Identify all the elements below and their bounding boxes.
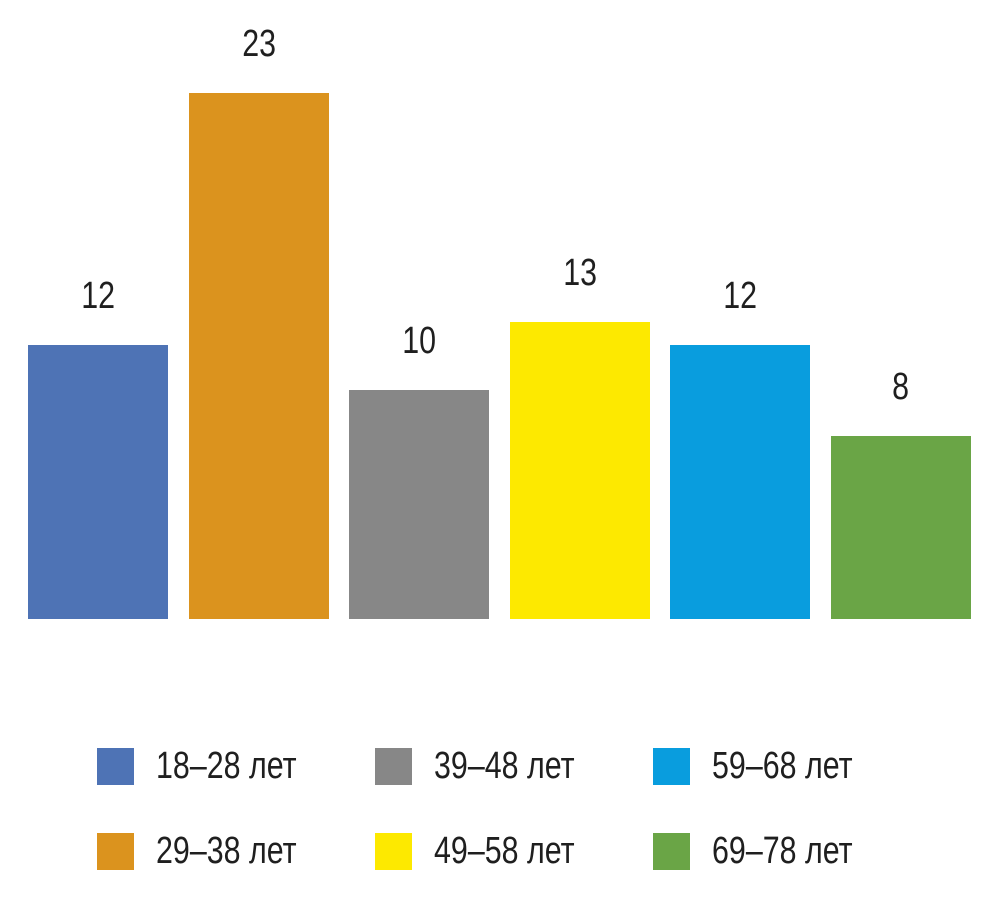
- bar-39-48: [349, 390, 489, 619]
- legend-item-59-68: 59–68 лет: [653, 745, 931, 787]
- legend-swatch-59-68: [653, 748, 690, 785]
- legend-label-18-28: 18–28 лет: [156, 745, 297, 787]
- value-label-69-78: 8: [892, 366, 910, 408]
- legend-label-69-78: 69–78 лет: [712, 830, 853, 872]
- bar-49-58: [510, 322, 650, 619]
- legend-item-18-28: 18–28 лет: [97, 745, 375, 787]
- bar-29-38: [189, 93, 329, 619]
- legend-swatch-29-38: [97, 833, 134, 870]
- chart-legend: 18–28 лет 29–38 лет 39–48 лет 49–58 лет 59–6…: [97, 745, 931, 872]
- legend-swatch-18-28: [97, 748, 134, 785]
- legend-item-39-48: 39–48 лет: [375, 745, 653, 787]
- value-label-39-48: 10: [402, 320, 436, 362]
- bar-59-68: [670, 345, 810, 619]
- legend-item-69-78: 69–78 лет: [653, 830, 931, 872]
- legend-item-49-58: 49–58 лет: [375, 830, 653, 872]
- bar-69-78: [831, 436, 971, 619]
- legend-label-29-38: 29–38 лет: [156, 830, 297, 872]
- legend-swatch-39-48: [375, 748, 412, 785]
- value-label-18-28: 12: [81, 275, 115, 317]
- value-label-49-58: 13: [563, 252, 597, 294]
- legend-label-59-68: 59–68 лет: [712, 745, 853, 787]
- legend-swatch-69-78: [653, 833, 690, 870]
- legend-label-49-58: 49–58 лет: [434, 830, 575, 872]
- legend-item-29-38: 29–38 лет: [97, 830, 375, 872]
- legend-label-39-48: 39–48 лет: [434, 745, 575, 787]
- bar-18-28: [28, 345, 168, 619]
- value-label-59-68: 12: [723, 275, 757, 317]
- value-label-29-38: 23: [242, 23, 276, 65]
- legend-swatch-49-58: [375, 833, 412, 870]
